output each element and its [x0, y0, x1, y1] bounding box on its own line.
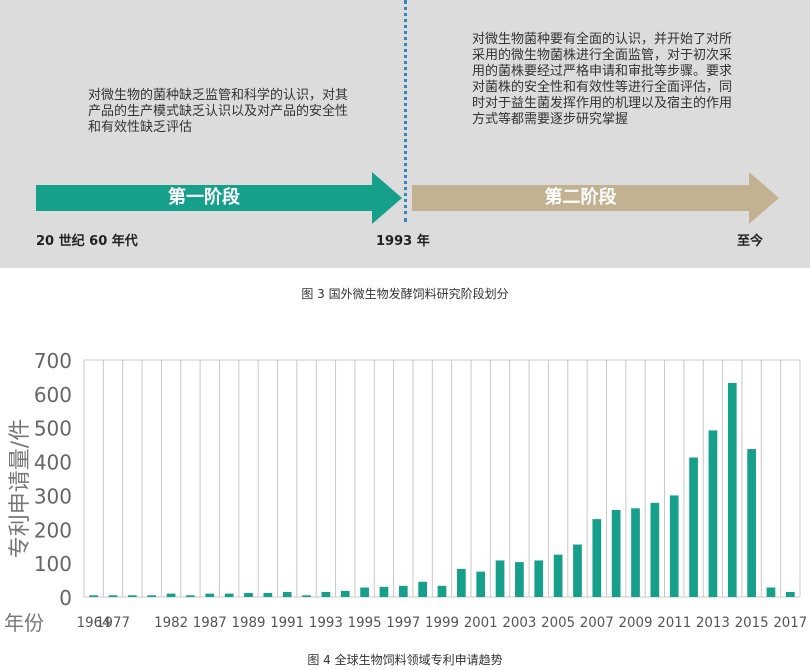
- bar-1964: [89, 595, 99, 597]
- bar-1989: [244, 592, 253, 597]
- time-end-label: 至今: [737, 234, 764, 249]
- bar-2015: [747, 449, 756, 597]
- bar-1980: [147, 595, 157, 597]
- x-tick-label: 2005: [541, 615, 575, 631]
- stage-diagram-panel: 对微生物的菌种缺乏监管和科学的认识，对其产品的生产模式缺乏认识以及对产品的安全性…: [0, 0, 810, 268]
- bar-2006: [573, 544, 582, 597]
- x-tick-label: 1991: [270, 615, 304, 631]
- bar-2000: [456, 568, 466, 597]
- bar-2011: [669, 495, 679, 597]
- bar-1979: [128, 595, 137, 597]
- bar-2012: [689, 457, 698, 597]
- bar-1983: [186, 595, 195, 597]
- y-tick-label: 700: [34, 349, 72, 373]
- bar-2003: [515, 562, 524, 597]
- x-tick-label: 2007: [580, 615, 614, 631]
- figure4-caption: 图 4 全球生物饲料领域专利申请趋势: [307, 653, 503, 667]
- y-tick-label: 400: [34, 451, 72, 475]
- x-tick-label: 1995: [348, 615, 382, 631]
- x-tick-label: 2001: [464, 615, 498, 631]
- stage1-arrow-shape: [36, 172, 402, 224]
- bar-2008: [611, 509, 621, 597]
- bar-1998: [418, 581, 428, 597]
- y-tick-label: 500: [34, 417, 72, 441]
- x-tick-label: 1993: [309, 615, 343, 631]
- x-tick-label: 2013: [696, 615, 730, 631]
- stage2-arrow-shape: [412, 172, 779, 224]
- bar-2002: [495, 560, 505, 597]
- bar-2004: [534, 560, 544, 597]
- figure3-caption: 图 3 国外微生物发酵饲料研究阶段划分: [301, 287, 509, 301]
- x-tick-label: 2003: [502, 615, 536, 631]
- y-tick-label: 200: [34, 518, 72, 542]
- bar-2001: [476, 571, 486, 597]
- bar-1990: [263, 592, 273, 597]
- x-tick-label: 1999: [425, 615, 459, 631]
- x-tick-label: 1964: [77, 615, 111, 631]
- bar-1999: [437, 585, 447, 597]
- stage1-arrow: 第一阶段: [36, 172, 402, 224]
- bar-2007: [592, 519, 602, 597]
- bar-2013: [708, 430, 718, 597]
- bar-1996: [379, 586, 389, 597]
- bar-1994: [340, 590, 350, 597]
- bar-2017: [785, 591, 795, 597]
- y-axis-title: 专利申请量/件: [8, 419, 33, 558]
- bar-1987: [205, 593, 215, 597]
- bar-2016: [766, 587, 776, 597]
- x-tick-label: 1987: [193, 615, 227, 631]
- stage1-description: 对微生物的菌种缺乏监管和科学的认识，对其产品的生产模式缺乏认识以及对产品的安全性…: [88, 88, 349, 135]
- bar-1997: [398, 585, 408, 597]
- x-tick-label: 1989: [231, 615, 265, 631]
- stage-divider-line: [404, 0, 407, 222]
- y-tick-label: 100: [34, 552, 72, 576]
- stage2-arrow: 第二阶段: [412, 172, 779, 224]
- x-axis-title: 年份: [4, 611, 44, 635]
- x-tick-label: 2015: [735, 615, 769, 631]
- x-tick-label: 2009: [619, 615, 653, 631]
- x-tick-label: 2011: [657, 615, 691, 631]
- x-tick-label: 1982: [154, 615, 188, 631]
- stage2-label: 第二阶段: [544, 187, 617, 208]
- x-tick-label: 1977: [96, 615, 130, 631]
- y-tick-label: 0: [59, 586, 72, 610]
- y-tick-label: 600: [34, 383, 72, 407]
- time-start-label: 20 世纪 60 年代: [36, 234, 138, 249]
- bar-1995: [360, 587, 369, 597]
- bar-2005: [553, 554, 563, 597]
- bar-1988: [224, 593, 234, 597]
- stage2-description: 对微生物菌种要有全面的认识，并开始了对所采用的微生物菌株进行全面监管，对于初次采…: [472, 32, 733, 127]
- time-mid-label: 1993 年: [376, 234, 430, 249]
- bar-1982: [166, 593, 176, 597]
- y-tick-label: 300: [34, 484, 72, 508]
- x-tick-label: 2017: [773, 615, 807, 631]
- bar-2010: [650, 502, 660, 597]
- bar-1991: [282, 591, 292, 597]
- bar-1992: [302, 595, 311, 597]
- x-tick-label: 1997: [386, 615, 420, 631]
- bar-1977: [108, 595, 118, 597]
- bar-1993: [321, 591, 331, 597]
- bar-2009: [631, 508, 640, 597]
- bar-2014: [727, 383, 737, 597]
- stage1-label: 第一阶段: [168, 187, 240, 208]
